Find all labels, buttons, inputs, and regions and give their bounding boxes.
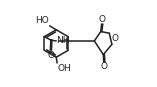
Text: OH: OH	[57, 64, 71, 73]
Text: O: O	[101, 62, 108, 71]
Text: HO: HO	[35, 16, 49, 25]
Text: O: O	[99, 15, 106, 24]
Text: NH: NH	[57, 36, 70, 45]
Text: O: O	[47, 51, 54, 60]
Text: O: O	[112, 34, 119, 43]
